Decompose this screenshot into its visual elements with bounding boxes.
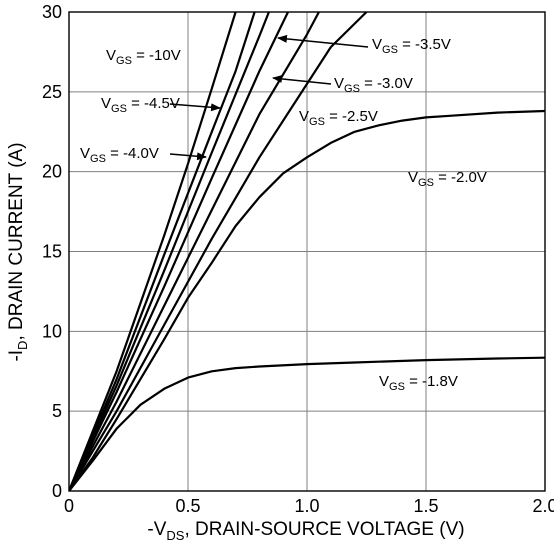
x-tick-label: 2.0: [532, 496, 554, 516]
annotation-arrow: [169, 152, 207, 161]
y-tick-label: 25: [42, 82, 62, 102]
y-tick-label: 0: [52, 481, 62, 501]
x-axis-title: -VDS, DRAIN-SOURCE VOLTAGE (V): [147, 519, 464, 542]
annotation-arrow: [169, 103, 221, 112]
plot-frame: [68, 11, 546, 492]
series-line-vgs-45: [69, 12, 256, 491]
x-tick-label: 0: [64, 496, 74, 516]
y-tick-label: 30: [42, 2, 62, 22]
y-tick-label: 5: [52, 401, 62, 421]
y-axis-title: -ID, DRAIN CURRENT (A): [6, 142, 30, 361]
x-tick-label: 1.5: [413, 496, 438, 516]
series-line-vgs-40: [69, 12, 270, 491]
series-line-vgs-10: [69, 12, 237, 491]
x-tick-label: 1.0: [294, 496, 319, 516]
annotation-vgs-30v: VGS = -3.0V: [334, 75, 413, 95]
annotation-vgs-20v: VGS = -2.0V: [408, 169, 487, 189]
grid: [68, 11, 546, 492]
annotation-vgs-25v: VGS = -2.5V: [299, 108, 378, 128]
tick-labels: 0 0.5 1.0 1.5 2.0 0 5 10 15 20 25 30: [42, 2, 554, 516]
annotation-vgs-35v: VGS = -3.5V: [372, 36, 451, 56]
series-lines: [69, 12, 545, 491]
annotation-vgs-10v: VGS = -10V: [106, 47, 181, 67]
series-line-vgs-30: [69, 12, 320, 491]
x-tick-label: 0.5: [175, 496, 200, 516]
annotations: VGS = -10V VGS = -4.5V VGS = -4.0V VGS = -3…: [80, 34, 487, 393]
y-tick-label: 20: [42, 162, 62, 182]
annotation-arrow: [277, 34, 369, 48]
annotation-vgs-18v: VGS = -1.8V: [379, 373, 458, 393]
series-line-vgs-35: [69, 12, 289, 491]
annotation-vgs-45v: VGS = -4.5V: [101, 95, 180, 115]
y-tick-label: 10: [42, 321, 62, 341]
series-line-vgs-18: [69, 356, 545, 491]
series-line-vgs-25: [69, 12, 368, 491]
series-line-vgs-20: [69, 109, 545, 491]
annotation-vgs-40v: VGS = -4.0V: [80, 145, 159, 165]
annotation-arrow: [272, 74, 332, 85]
y-tick-label: 15: [42, 242, 62, 262]
